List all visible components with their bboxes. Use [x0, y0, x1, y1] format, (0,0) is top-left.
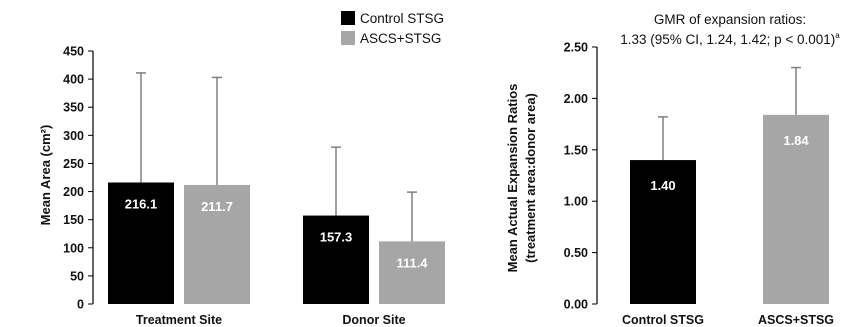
legend-label-ascs: ASCS+STSG	[360, 31, 441, 46]
left-y-tick-label: 50	[70, 269, 84, 283]
left-y-tick-label: 250	[63, 157, 84, 171]
data-label-ascs: 1.84	[783, 133, 809, 148]
bar-control	[108, 182, 174, 304]
category-label: Treatment Site	[136, 313, 222, 327]
category-label: Donor Site	[342, 313, 405, 327]
left-y-tick-label: 200	[63, 185, 84, 199]
gmr-annotation-line1: GMR of expansion ratios:	[654, 12, 806, 27]
left-bars: 216.1 157.3 211.7 111.4	[108, 72, 445, 304]
left-y-tick-label: 350	[63, 101, 84, 115]
bar-control	[303, 215, 369, 304]
right-y-tick-label: 1.50	[564, 143, 588, 157]
right-bars: 1.40 1.84	[630, 66, 829, 305]
data-label-control: 216.1	[125, 197, 158, 212]
left-y-axis-label: Mean Area (cm²)	[38, 125, 53, 226]
area-chart: Mean Area (cm²) 0 50 100 150 200 250 300 350 400…	[38, 45, 445, 327]
bar-ascs	[184, 184, 250, 304]
right-y-tick-label: 2.00	[564, 92, 588, 106]
data-label-ascs: 111.4	[396, 255, 428, 270]
left-y-tick-label: 150	[63, 213, 84, 227]
right-y-tick-label: 1.00	[564, 195, 588, 209]
left-y-ticks: 0 50 100 150 200 250 300 350 400 450	[63, 45, 93, 312]
bar-ascs	[763, 114, 829, 305]
bar-control	[630, 160, 696, 304]
left-y-tick-label: 100	[63, 241, 84, 255]
gmr-annotation-text: 1.33 (95% CI, 1.24, 1.42; p < 0.001)	[620, 32, 835, 47]
right-y-ticks: 0.00 0.50 1.00 1.50 2.00 2.50	[564, 41, 597, 312]
data-label-control: 157.3	[320, 230, 353, 245]
category-label: ASCS+STSG	[758, 313, 834, 327]
right-y-axis-label-line1: Mean Actual Expansion Ratios	[505, 84, 520, 273]
left-y-tick-label: 450	[63, 45, 84, 59]
right-y-tick-label: 0.00	[564, 298, 588, 312]
legend-swatch-ascs	[341, 31, 355, 45]
right-y-axis-label-line2: (treatment area:donor area)	[523, 93, 538, 263]
data-label-control: 1.40	[650, 178, 675, 193]
legend-label-control: Control STSG	[360, 11, 444, 26]
data-label-ascs: 211.7	[201, 199, 233, 214]
left-y-tick-label: 400	[63, 73, 84, 87]
bar-ascs	[379, 241, 445, 304]
gmr-annotation-line2: 1.33 (95% CI, 1.24, 1.42; p < 0.001)a	[620, 31, 840, 47]
gmr-annotation-superscript: a	[835, 31, 840, 40]
legend: Control STSG ASCS+STSG	[341, 11, 444, 46]
left-y-tick-label: 300	[63, 129, 84, 143]
category-label: Control STSG	[622, 313, 704, 327]
legend-swatch-control	[341, 11, 355, 25]
right-y-tick-label: 2.50	[564, 41, 588, 55]
left-y-tick-label: 0	[77, 298, 84, 312]
right-category-labels: Control STSG ASCS+STSG	[622, 313, 834, 327]
expansion-ratio-chart: GMR of expansion ratios: 1.33 (95% CI, 1…	[505, 12, 840, 327]
right-y-tick-label: 0.50	[564, 246, 588, 260]
left-category-labels: Treatment Site Donor Site	[136, 313, 406, 327]
